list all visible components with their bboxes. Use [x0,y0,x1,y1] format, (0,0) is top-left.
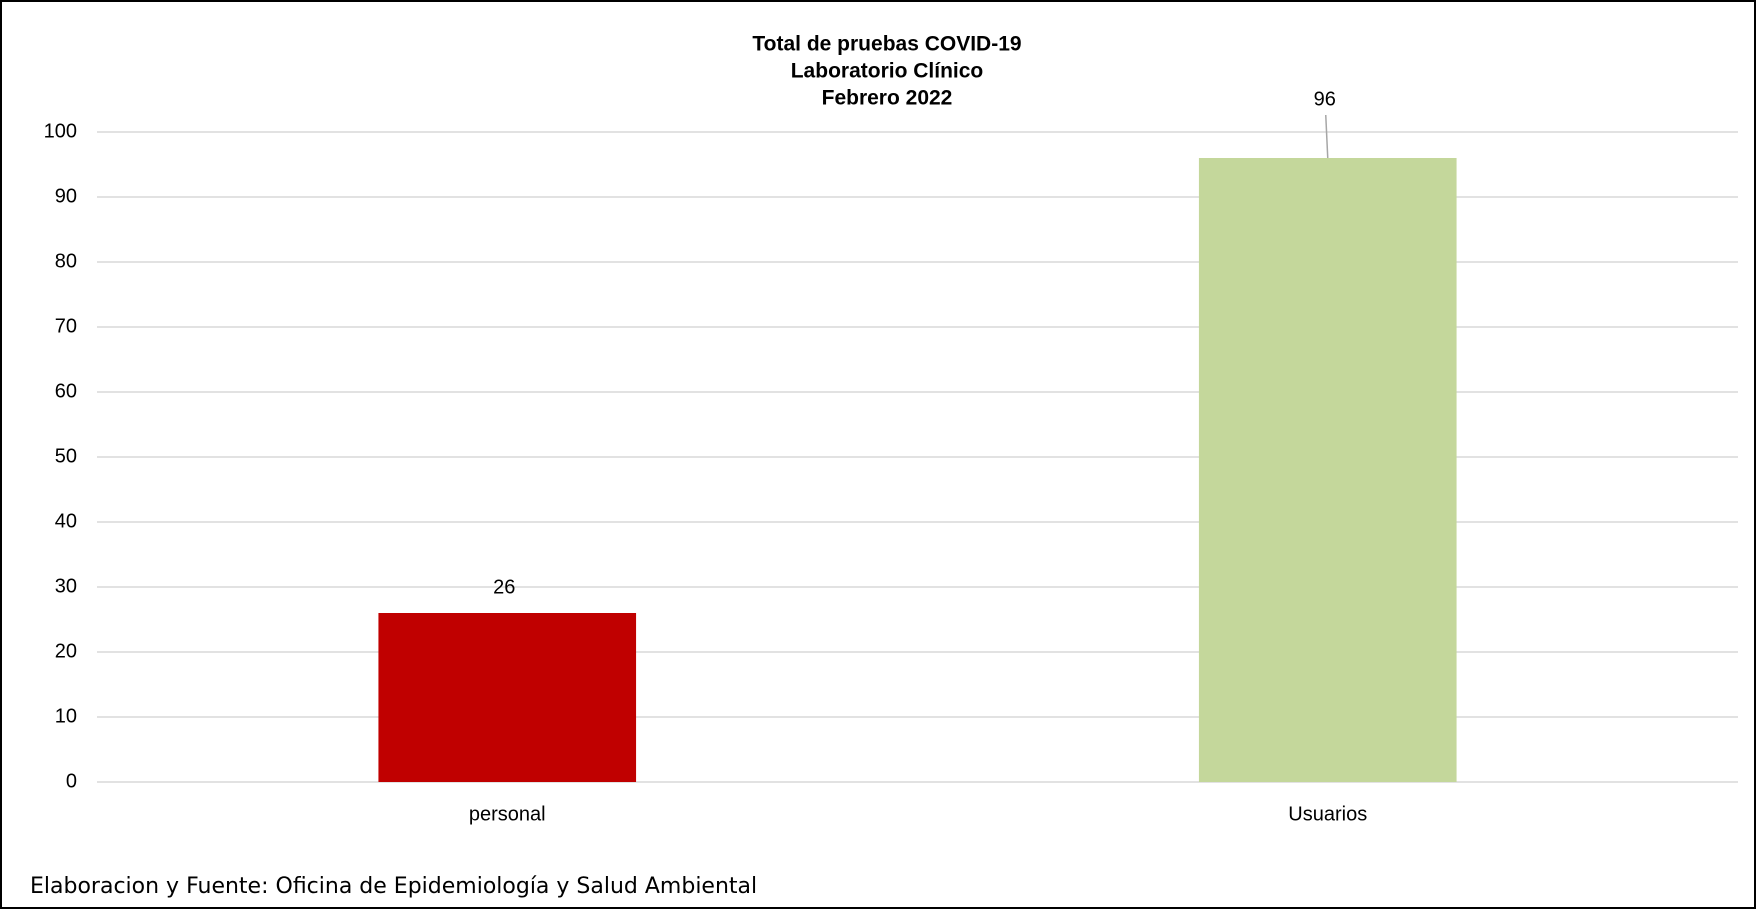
data-label: 96 [1314,88,1336,110]
bar [378,613,637,782]
y-tick-label: 20 [55,640,77,662]
x-tick-label: Usuarios [1288,803,1367,825]
y-tick-label: 50 [55,445,77,467]
y-tick-label: 0 [66,770,77,792]
y-tick-label: 90 [55,185,77,207]
y-tick-label: 70 [55,315,77,337]
source-note: Elaboracion y Fuente: Oficina de Epidemi… [30,874,757,899]
y-tick-label: 60 [55,380,77,402]
y-tick-label: 80 [55,250,77,272]
y-tick-label: 30 [55,575,77,597]
y-tick-label: 10 [55,705,77,727]
y-tick-label: 40 [55,510,77,532]
label-leader [1325,114,1329,159]
chart-subtitle: Febrero 2022 [822,87,953,110]
chart-subtitle: Laboratorio Clínico [791,60,984,83]
data-label: 26 [493,576,515,598]
chart-title: Total de pruebas COVID-19 [752,33,1021,56]
x-tick-label: personal [469,803,546,825]
bar [1198,158,1457,782]
y-tick-label: 100 [44,120,77,142]
